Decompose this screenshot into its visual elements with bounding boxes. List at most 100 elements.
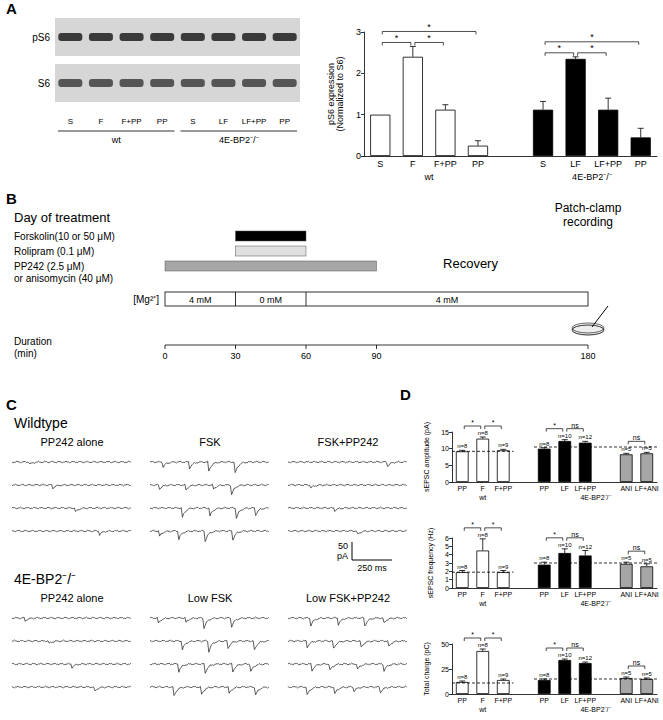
svg-text:n=5: n=5 [642, 445, 653, 451]
svg-text:F+PP: F+PP [121, 117, 141, 126]
svg-text:LF+PP: LF+PP [242, 117, 267, 126]
svg-text:F+PP: F+PP [494, 697, 512, 704]
svg-text:n=8: n=8 [539, 555, 550, 561]
svg-text:*: * [427, 22, 431, 32]
svg-text:PP: PP [458, 697, 468, 704]
svg-text:*: * [471, 521, 474, 528]
svg-text:PP: PP [472, 159, 484, 169]
svg-text:n=8: n=8 [457, 674, 468, 680]
svg-text:ANI: ANI [620, 591, 632, 598]
svg-text:*: * [492, 521, 495, 528]
svg-text:30: 30 [230, 351, 240, 361]
svg-text:n=8: n=8 [457, 443, 468, 449]
svg-text:1: 1 [445, 576, 449, 583]
svg-text:0: 0 [445, 479, 449, 486]
svg-text:LF: LF [219, 117, 228, 126]
svg-text:n=10: n=10 [558, 652, 572, 658]
svg-text:*: * [492, 631, 495, 638]
svg-text:*: * [471, 419, 474, 426]
svg-text:n=9: n=9 [498, 564, 509, 570]
svg-text:ns: ns [571, 641, 579, 648]
svg-text:Day of treatment: Day of treatment [14, 210, 110, 225]
svg-text:FSK+PP242: FSK+PP242 [318, 436, 379, 448]
svg-text:pS6: pS6 [32, 32, 50, 43]
svg-text:4 mM: 4 mM [189, 295, 212, 305]
svg-text:3: 3 [445, 560, 449, 567]
svg-text:Low FSK+PP242: Low FSK+PP242 [306, 592, 390, 604]
svg-text:ns: ns [633, 544, 641, 551]
svg-text:LF: LF [570, 159, 581, 169]
svg-text:D: D [400, 386, 411, 403]
svg-text:Recovery: Recovery [443, 256, 498, 271]
svg-text:PP: PP [635, 159, 647, 169]
svg-text:PP: PP [458, 485, 468, 492]
svg-text:5: 5 [445, 543, 449, 550]
svg-text:F: F [481, 697, 485, 704]
svg-text:0: 0 [162, 351, 167, 361]
svg-text:n=9: n=9 [498, 442, 509, 448]
svg-text:Low FSK: Low FSK [188, 592, 233, 604]
svg-text:*: * [590, 43, 594, 53]
svg-text:FSK: FSK [199, 436, 221, 448]
svg-text:n=9: n=9 [498, 672, 509, 678]
svg-text:PP: PP [540, 485, 550, 492]
svg-text:5: 5 [445, 462, 449, 469]
svg-text:*: * [427, 33, 431, 43]
svg-text:LF: LF [561, 697, 569, 704]
svg-text:n=10: n=10 [558, 433, 572, 439]
svg-text:F+PP: F+PP [494, 485, 512, 492]
svg-text:LF+PP: LF+PP [574, 485, 596, 492]
svg-text:*: * [553, 422, 556, 429]
svg-text:n=10: n=10 [558, 542, 572, 548]
svg-text:n=8: n=8 [539, 441, 550, 447]
svg-text:n=8: n=8 [478, 430, 489, 436]
svg-text:10: 10 [441, 445, 449, 452]
svg-text:S: S [540, 159, 546, 169]
svg-text:[Mg²⁺]: [Mg²⁺] [133, 294, 159, 305]
svg-text:0: 0 [445, 585, 449, 592]
svg-text:180: 180 [580, 351, 595, 361]
svg-text:wt: wt [111, 135, 121, 145]
svg-text:wt: wt [478, 494, 486, 501]
svg-text:*: * [558, 43, 562, 53]
svg-text:Wildtype: Wildtype [14, 415, 68, 431]
svg-text:LF+PP: LF+PP [594, 159, 622, 169]
svg-text:S: S [377, 159, 383, 169]
svg-text:*: * [471, 631, 474, 638]
svg-text:wt: wt [424, 172, 434, 182]
svg-text:PP: PP [458, 591, 468, 598]
svg-text:F: F [481, 485, 485, 492]
svg-text:4E-BP2⁻/⁻: 4E-BP2⁻/⁻ [572, 172, 612, 182]
svg-text:n=12: n=12 [578, 544, 592, 550]
svg-text:PP: PP [279, 117, 290, 126]
svg-text:n=5: n=5 [621, 670, 632, 676]
svg-text:50: 50 [441, 641, 449, 648]
svg-text:PP: PP [540, 591, 550, 598]
svg-text:250 ms: 250 ms [357, 563, 387, 573]
svg-text:ns: ns [633, 434, 641, 441]
svg-text:4E-BP2⁻/⁻: 4E-BP2⁻/⁻ [580, 494, 611, 501]
svg-text:Forskolin(10 or 50 μM): Forskolin(10 or 50 μM) [14, 231, 115, 242]
svg-text:LF+ANI: LF+ANI [635, 591, 659, 598]
svg-text:4: 4 [445, 551, 449, 558]
svg-text:LF+PP: LF+PP [574, 591, 596, 598]
svg-text:S6: S6 [38, 78, 51, 89]
svg-text:LF: LF [561, 591, 569, 598]
svg-text:4E-BP2⁻/⁻: 4E-BP2⁻/⁻ [14, 571, 76, 587]
svg-text:F+PP: F+PP [434, 159, 457, 169]
svg-text:S: S [190, 117, 195, 126]
svg-text:6: 6 [445, 535, 449, 542]
svg-text:Total charge (pC): Total charge (pC) [423, 642, 431, 696]
svg-text:PP242 alone: PP242 alone [41, 436, 104, 448]
svg-text:Duration(min): Duration(min) [14, 336, 52, 359]
svg-text:B: B [6, 190, 17, 207]
svg-text:0: 0 [445, 691, 449, 698]
svg-text:3: 3 [356, 27, 361, 37]
svg-text:Patch-clamprecording: Patch-clamprecording [555, 201, 622, 229]
svg-text:PP: PP [157, 117, 168, 126]
svg-text:PP242 (2.5 μM)or anisomycin (4: PP242 (2.5 μM)or anisomycin (40 μM) [14, 261, 113, 284]
svg-text:n=5: n=5 [642, 557, 653, 563]
svg-text:wt: wt [478, 706, 486, 713]
svg-text:0 mM: 0 mM [260, 295, 283, 305]
svg-text:n=12: n=12 [578, 434, 592, 440]
